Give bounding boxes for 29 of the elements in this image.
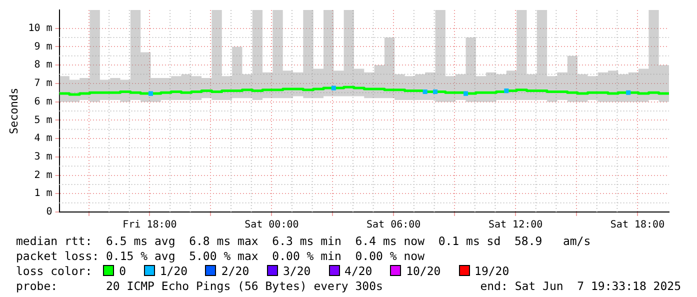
- x-tick-label: Sat 00:00: [244, 220, 299, 231]
- y-tick-label: 10 m: [28, 22, 52, 34]
- x-tick-label: Sat 18:00: [610, 220, 665, 231]
- y-tick-label: 0: [46, 206, 52, 218]
- text: median rtt: 6.5 ms avg 6.8 ms max 6.3 ms min 6.4 ms now 0.1 ms sd 58.9 am/s: [16, 234, 591, 249]
- y-tick-label: 5 m: [34, 114, 52, 126]
- y-tick-label: 2 m: [34, 170, 52, 181]
- y-tick-label: 7 m: [34, 78, 52, 90]
- y-tick-label: 4 m: [34, 133, 52, 144]
- y-tick-label: 9 m: [34, 41, 52, 52]
- y-tick-label: 1 m: [34, 188, 52, 200]
- y-tick-label: 6 m: [34, 96, 52, 108]
- legend-label: 3/20: [282, 264, 311, 278]
- text: end: Sat Jun 7 19:33:18 2025: [480, 279, 681, 294]
- y-tick-label: 3 m: [34, 152, 52, 163]
- text: probe: 20 ICMP Echo Pings (56 Bytes) every 300s: [16, 279, 383, 294]
- x-tick-label: Sat 06:00: [366, 220, 421, 231]
- legend-label: 2/20: [221, 264, 250, 278]
- x-tick-label: Fri 18:00: [122, 220, 177, 231]
- legend-label: 1/20: [160, 264, 188, 278]
- y-tick-label: 8 m: [34, 60, 52, 71]
- y-axis-title: Seconds: [7, 88, 20, 134]
- legend-label: 19/20: [474, 264, 510, 278]
- legend-label: 4/20: [344, 264, 372, 278]
- legend-label: 0: [119, 264, 126, 278]
- legend-label: 10/20: [406, 264, 441, 278]
- legend-title: loss color:: [16, 264, 92, 278]
- text: packet loss: 0.15 % avg 5.00 % max 0.00 % min 0.00 % now: [16, 249, 424, 264]
- x-tick-label: Sat 12:00: [488, 220, 543, 231]
